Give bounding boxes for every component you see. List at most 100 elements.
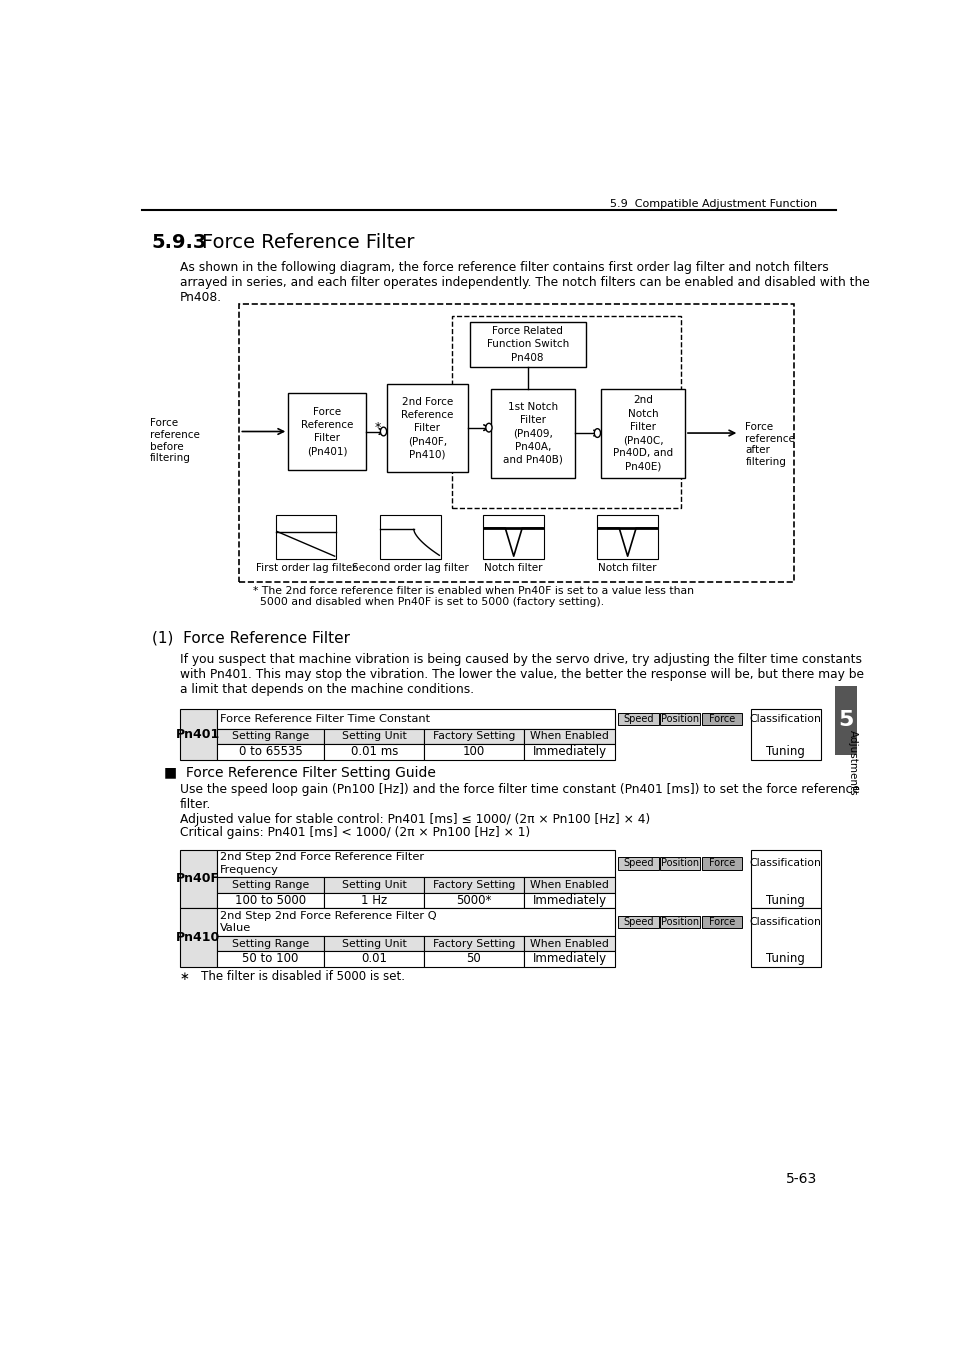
Text: 5.9  Compatible Adjustment Function: 5.9 Compatible Adjustment Function — [609, 198, 816, 209]
Bar — [179, 849, 216, 909]
Text: Force: Force — [708, 859, 735, 868]
Bar — [659, 713, 700, 725]
Text: Force Reference Filter Time Constant: Force Reference Filter Time Constant — [220, 714, 430, 724]
Text: 1st Notch
Filter
(Pn409,
Pn40A,
and Pn40B): 1st Notch Filter (Pn409, Pn40A, and Pn40… — [502, 402, 562, 464]
Text: 0 to 65535: 0 to 65535 — [238, 745, 302, 759]
Text: 5: 5 — [838, 710, 853, 730]
Text: Pn40F: Pn40F — [176, 872, 220, 886]
Bar — [701, 857, 741, 869]
Bar — [701, 915, 741, 929]
Bar — [216, 952, 324, 967]
Bar — [523, 952, 615, 967]
Text: When Enabled: When Enabled — [530, 880, 608, 890]
Text: Setting Range: Setting Range — [232, 732, 309, 741]
Bar — [701, 713, 741, 725]
Text: (1)  Force Reference Filter: (1) Force Reference Filter — [152, 630, 350, 645]
Text: Use the speed loop gain (Pn100 [Hz]) and the force filter time constant (Pn401 [: Use the speed loop gain (Pn100 [Hz]) and… — [179, 783, 859, 810]
Bar — [750, 849, 820, 909]
Bar — [423, 952, 523, 967]
Text: Pn401: Pn401 — [176, 728, 220, 741]
Bar — [600, 389, 684, 478]
Text: Force
Reference
Filter
(Pn401): Force Reference Filter (Pn401) — [300, 406, 353, 456]
Bar — [216, 849, 615, 878]
Bar — [523, 936, 615, 952]
Bar — [216, 892, 324, 909]
Text: Tuning: Tuning — [765, 745, 804, 759]
Text: Factory Setting: Factory Setting — [433, 732, 515, 741]
Bar — [491, 389, 575, 478]
Bar — [216, 729, 324, 744]
Text: 0.01: 0.01 — [361, 953, 387, 965]
Text: Speed: Speed — [622, 859, 653, 868]
Text: 2nd
Notch
Filter
(Pn40C,
Pn40D, and
Pn40E): 2nd Notch Filter (Pn40C, Pn40D, and Pn40… — [613, 396, 673, 471]
Text: Notch filter: Notch filter — [598, 563, 657, 574]
Bar — [216, 936, 324, 952]
Text: * The 2nd force reference filter is enabled when Pn40F is set to a value less th: * The 2nd force reference filter is enab… — [253, 586, 693, 608]
Text: Force Related
Function Switch
Pn408: Force Related Function Switch Pn408 — [486, 327, 568, 363]
Text: Position: Position — [660, 917, 699, 927]
Bar — [618, 713, 658, 725]
Bar — [216, 744, 324, 760]
Text: Notch filter: Notch filter — [484, 563, 542, 574]
Bar — [324, 892, 423, 909]
Text: ■  Force Reference Filter Setting Guide: ■ Force Reference Filter Setting Guide — [164, 767, 436, 780]
Bar — [423, 729, 523, 744]
Text: Force: Force — [708, 917, 735, 927]
Bar — [618, 915, 658, 929]
Bar — [452, 316, 680, 509]
Text: Immediately: Immediately — [532, 745, 606, 759]
Text: Speed: Speed — [622, 917, 653, 927]
Bar — [324, 936, 423, 952]
Text: Setting Unit: Setting Unit — [341, 938, 406, 949]
Text: Factory Setting: Factory Setting — [433, 938, 515, 949]
Text: Factory Setting: Factory Setting — [433, 880, 515, 890]
Bar — [216, 878, 324, 892]
Text: Setting Range: Setting Range — [232, 880, 309, 890]
Text: Tuning: Tuning — [765, 953, 804, 965]
Text: 100 to 5000: 100 to 5000 — [234, 894, 306, 907]
Bar — [423, 936, 523, 952]
Bar — [324, 744, 423, 760]
Bar — [275, 514, 335, 559]
Bar — [523, 878, 615, 892]
Bar — [386, 383, 468, 472]
Text: 100: 100 — [462, 745, 484, 759]
Text: Pn410: Pn410 — [176, 931, 220, 944]
Text: Force: Force — [708, 714, 735, 724]
Bar — [288, 393, 365, 470]
Bar — [469, 323, 585, 367]
Bar — [750, 709, 820, 760]
Bar — [659, 857, 700, 869]
Text: 2nd Force
Reference
Filter
(Pn40F,
Pn410): 2nd Force Reference Filter (Pn40F, Pn410… — [400, 397, 453, 459]
Bar — [597, 514, 658, 559]
Text: First order lag filter: First order lag filter — [255, 563, 355, 574]
Text: ∗   The filter is disabled if 5000 is set.: ∗ The filter is disabled if 5000 is set. — [179, 971, 404, 984]
Text: 0.01 ms: 0.01 ms — [350, 745, 397, 759]
Bar — [618, 857, 658, 869]
Text: 1 Hz: 1 Hz — [361, 894, 387, 907]
Text: Position: Position — [660, 859, 699, 868]
Text: 2nd Step 2nd Force Reference Filter Q
Value: 2nd Step 2nd Force Reference Filter Q Va… — [220, 911, 436, 933]
Bar — [835, 686, 856, 755]
Bar — [324, 952, 423, 967]
Bar — [423, 892, 523, 909]
Text: Position: Position — [660, 714, 699, 724]
Text: Second order lag filter: Second order lag filter — [352, 563, 469, 574]
Text: Immediately: Immediately — [532, 953, 606, 965]
Text: Setting Unit: Setting Unit — [341, 732, 406, 741]
Bar — [750, 909, 820, 967]
Text: Force Reference Filter: Force Reference Filter — [202, 232, 415, 252]
Text: When Enabled: When Enabled — [530, 732, 608, 741]
Circle shape — [594, 429, 599, 437]
Bar — [483, 514, 543, 559]
Bar — [523, 729, 615, 744]
Bar — [423, 744, 523, 760]
Text: *: * — [375, 421, 381, 435]
Text: Immediately: Immediately — [532, 894, 606, 907]
Text: Setting Range: Setting Range — [232, 938, 309, 949]
Bar — [523, 892, 615, 909]
Bar — [324, 878, 423, 892]
Text: Classification: Classification — [749, 714, 821, 724]
Text: Force
reference
after
filtering: Force reference after filtering — [744, 423, 795, 467]
Text: Critical gains: Pn401 [ms] < 1000/ (2π × Pn100 [Hz] × 1): Critical gains: Pn401 [ms] < 1000/ (2π ×… — [179, 826, 530, 838]
